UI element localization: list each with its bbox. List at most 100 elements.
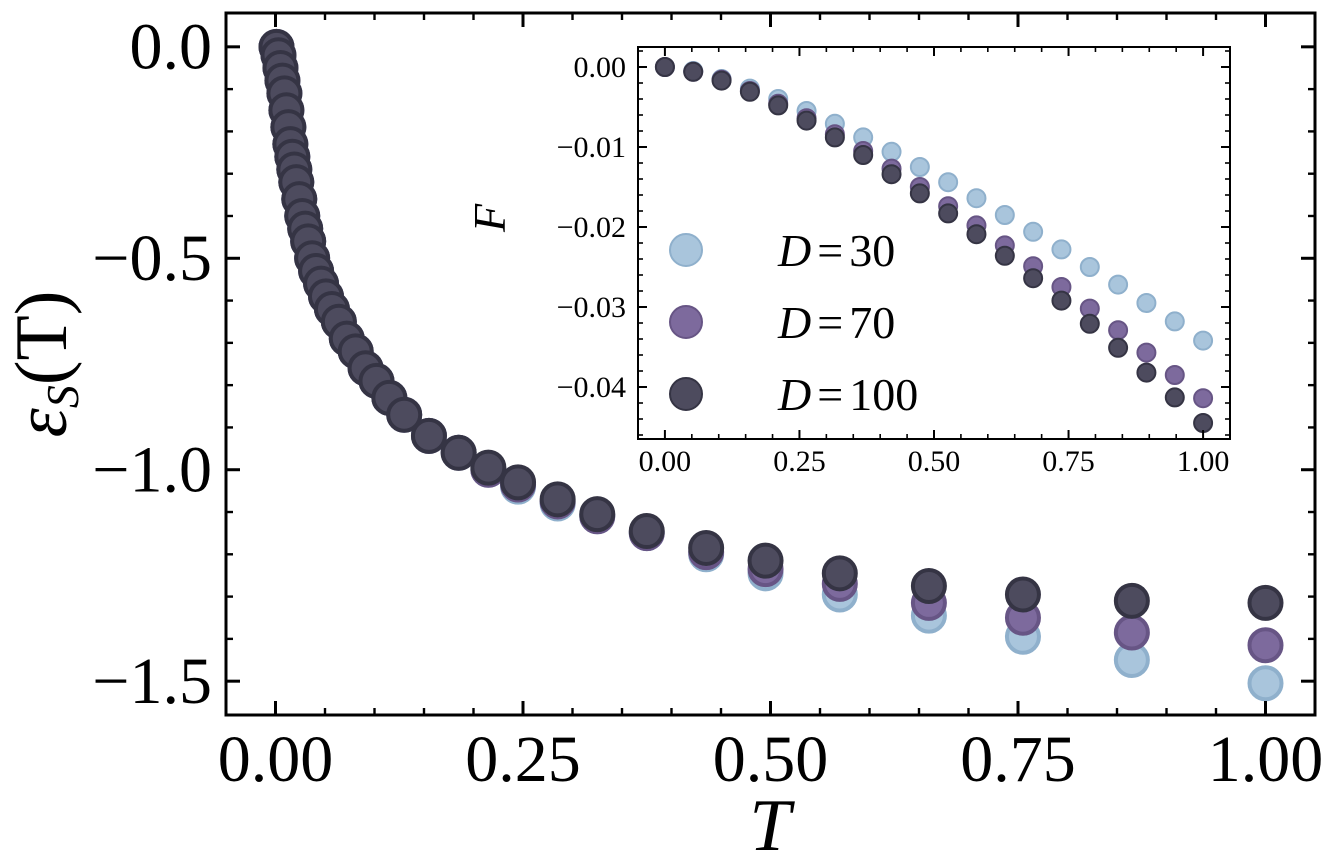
inset-point-d100 <box>768 95 789 116</box>
inset-point-d100 <box>1193 413 1214 433</box>
legend-symbol-d30: D <box>777 225 811 276</box>
main-x-tick-label: 0.25 <box>465 723 581 796</box>
main-y-tick-label: 0.0 <box>130 11 213 84</box>
inset-point-d100 <box>739 81 760 102</box>
inset-y-tick-label: −0.01 <box>557 131 626 164</box>
inset-point-d30 <box>1108 274 1129 295</box>
inset-y-tick-label: −0.03 <box>557 291 626 324</box>
inset-ticks <box>638 47 1230 439</box>
main-y-tick-label: −1.0 <box>92 434 212 507</box>
inset-y-tick-label: 0.00 <box>574 51 627 84</box>
main-x-tick-label: 0.50 <box>713 723 829 796</box>
inset-point-d100 <box>654 57 675 77</box>
inset-point-d100 <box>796 110 817 131</box>
inset-point-d100 <box>881 164 902 185</box>
main-y-label-subscript: S <box>37 385 88 408</box>
main-point-d70 <box>1113 614 1150 651</box>
main-point-d100 <box>470 449 507 486</box>
legend: D = 30 D = 70 D = 100 <box>669 225 918 420</box>
inset-point-d100 <box>1108 337 1129 358</box>
inset-point-d30 <box>1164 311 1185 332</box>
main-point-d100 <box>628 513 665 550</box>
main-point-d100 <box>747 542 784 579</box>
main-point-d100 <box>821 555 858 592</box>
main-point-d100 <box>440 434 477 471</box>
main-y-axis-label: εS(T) <box>1 291 88 438</box>
main-y-label-arg: (T) <box>1 291 83 386</box>
inset-x-tick-labels: 0.00 0.25 0.50 0.75 1.00 <box>639 445 1230 478</box>
inset-x-tick-label: 0.75 <box>1042 445 1095 478</box>
inset-point-d100 <box>1051 290 1072 311</box>
inset-point-d30 <box>1193 330 1214 351</box>
inset-point-d100 <box>1136 362 1157 383</box>
main-y-tick-labels: 0.0 −0.5 −1.0 −1.5 <box>92 11 212 718</box>
inset-point-d30 <box>938 172 959 193</box>
main-point-d100 <box>500 464 537 501</box>
inset-point-d100 <box>683 61 704 82</box>
inset-points <box>654 57 1214 433</box>
legend-value-d70: 70 <box>849 297 895 348</box>
inset-background <box>638 47 1230 439</box>
legend-label-d100: D = 100 <box>777 369 918 420</box>
main-point-d100 <box>1113 582 1150 619</box>
main-x-tick-labels: 0.00 0.25 0.50 0.75 1.00 <box>218 723 1324 796</box>
inset-point-d100 <box>994 245 1015 266</box>
inset-point-d70 <box>1108 320 1129 341</box>
main-point-d30 <box>1247 665 1284 702</box>
legend-symbol-d100: D <box>777 369 811 420</box>
inset-point-d100 <box>1164 387 1185 408</box>
legend-marker-d100 <box>669 377 703 411</box>
inset-point-d30 <box>1023 221 1044 242</box>
main-point-d100 <box>539 481 576 518</box>
main-point-d70 <box>1247 627 1284 664</box>
inset-point-d70 <box>1136 342 1157 363</box>
legend-label-d30: D = 30 <box>777 225 895 276</box>
inset-plot: 0.00 0.25 0.50 0.75 1.00 0.00 −0.01 −0.02 −0.03… <box>464 46 1231 478</box>
inset-point-d100 <box>824 127 845 148</box>
main-point-d100 <box>410 417 447 454</box>
inset-point-d30 <box>881 141 902 162</box>
main-point-d100 <box>386 396 423 433</box>
main-point-d100 <box>1247 584 1284 621</box>
main-point-d100 <box>910 568 947 605</box>
main-point-d100 <box>1004 576 1041 613</box>
inset-x-tick-label: 0.25 <box>773 445 826 478</box>
main-y-label-symbol: ε <box>1 407 83 437</box>
inset-point-d30 <box>909 157 930 177</box>
main-y-tick-label: −1.5 <box>92 645 212 718</box>
legend-symbol-d70: D <box>777 297 811 348</box>
inset-point-d100 <box>853 145 874 165</box>
legend-value-d30: 30 <box>849 225 895 276</box>
main-plot: 0.00 0.25 0.50 0.75 1.00 0.0 −0.5 −1.0 −1.5 T ε… <box>1 11 1323 858</box>
main-x-tick-label: 1.00 <box>1208 723 1324 796</box>
inset-point-d30 <box>1136 293 1157 313</box>
main-point-d100 <box>688 529 725 566</box>
main-x-tick-label: 0.00 <box>218 723 334 796</box>
inset-point-d30 <box>1079 257 1100 277</box>
inset-y-axis-label: F <box>464 203 515 233</box>
main-point-d100 <box>579 496 616 533</box>
legend-marker-d70 <box>669 305 703 339</box>
legend-equals-d30: = <box>817 225 843 276</box>
inset-point-d30 <box>966 188 987 209</box>
legend-label-d70: D = 70 <box>777 297 895 348</box>
legend-value-d100: 100 <box>849 369 918 420</box>
inset-point-d100 <box>938 203 959 224</box>
main-y-tick-label: −0.5 <box>92 222 212 295</box>
inset-y-tick-label: −0.02 <box>557 211 626 244</box>
legend-equals-d70: = <box>817 297 843 348</box>
inset-y-tick-labels: 0.00 −0.01 −0.02 −0.03 −0.04 <box>557 51 626 404</box>
main-points <box>258 28 1284 702</box>
inset-x-tick-label: 0.50 <box>908 445 961 478</box>
inset-point-d30 <box>994 205 1015 225</box>
inset-point-d30 <box>1051 239 1072 260</box>
inset-point-d100 <box>1023 268 1044 289</box>
legend-marker-d30 <box>669 233 703 267</box>
inset-point-d100 <box>966 224 987 245</box>
inset-point-d100 <box>711 70 732 91</box>
main-ticks <box>226 13 1315 715</box>
inset-x-tick-label: 1.00 <box>1177 445 1230 478</box>
main-x-tick-label: 0.75 <box>960 723 1076 796</box>
legend-equals-d100: = <box>817 369 843 420</box>
